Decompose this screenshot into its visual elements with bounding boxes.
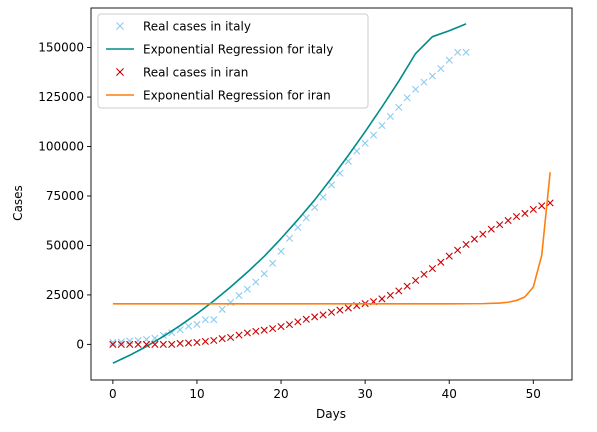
x-tick-label: 40	[442, 387, 457, 401]
x-tick-label: 10	[189, 387, 204, 401]
x-tick-label: 0	[109, 387, 117, 401]
y-tick-label: 100000	[38, 140, 84, 154]
legend-label: Exponential Regression for italy	[143, 43, 333, 57]
legend-label: Real cases in italy	[143, 20, 251, 34]
y-tick-label: 150000	[38, 41, 84, 55]
x-axis-label: Days	[316, 407, 346, 421]
legend-label: Real cases in iran	[143, 66, 248, 80]
y-axis-label: Cases	[11, 185, 25, 221]
x-tick-label: 20	[273, 387, 288, 401]
y-tick-label: 50000	[46, 238, 84, 252]
x-tick-label: 50	[526, 387, 541, 401]
y-tick-label: 0	[76, 337, 84, 351]
legend: Real cases in italy Exponential Regressio…	[98, 14, 368, 108]
y-tick-label: 75000	[46, 189, 84, 203]
y-tick-label: 25000	[46, 288, 84, 302]
x-tick-label: 30	[357, 387, 372, 401]
y-tick-label: 125000	[38, 90, 84, 104]
legend-label: Exponential Regression for iran	[143, 89, 331, 103]
